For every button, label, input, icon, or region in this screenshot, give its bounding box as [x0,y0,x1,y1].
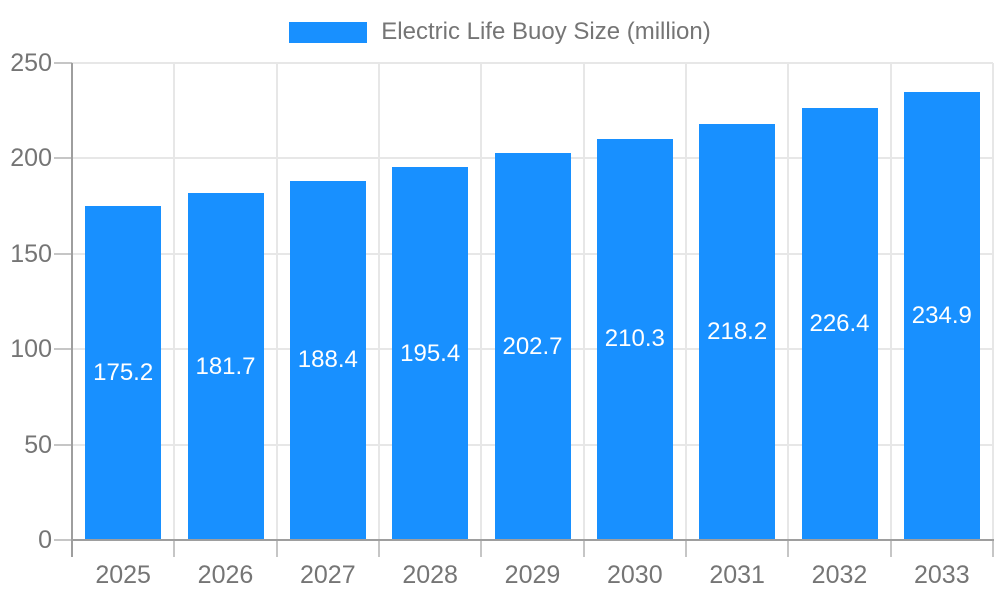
x-axis-tick [582,540,585,557]
x-axis-tick [378,540,380,557]
bar-value-label: 181.7 [195,352,256,380]
gridline-vertical [378,63,380,540]
x-axis-tick [992,540,994,557]
y-axis-tick-label: 200 [10,144,52,173]
y-axis-tick-label: 0 [38,526,52,554]
bar-value-label: 195.4 [400,339,461,367]
bar-value-label: 202.7 [502,332,563,360]
gridline-vertical [787,63,790,540]
x-axis-tick [480,540,483,557]
y-axis-tick [54,539,72,541]
x-axis-category-label: 2027 [300,561,356,589]
x-axis-category-label: 2032 [811,561,868,589]
x-axis-tick [787,540,790,557]
legend-item[interactable]: Electric Life Buoy Size (million) [289,18,711,46]
gridline-vertical [173,63,176,540]
x-axis-tick [173,540,176,557]
legend-color-swatch [289,21,368,43]
gridline-horizontal [72,62,993,64]
y-axis-line [71,63,73,557]
y-axis-tick [54,157,72,160]
legend: Electric Life Buoy Size (million) [0,18,1000,46]
x-axis-category-label: 2025 [95,561,151,589]
bar-2028[interactable] [392,167,469,540]
bar-2025[interactable] [85,205,162,540]
bar-2032[interactable] [801,108,878,540]
x-axis-category-label: 2033 [914,561,970,589]
x-axis-tick [275,540,278,557]
bar-value-label: 210.3 [604,325,665,353]
y-axis-tick [54,62,72,64]
bar-2029[interactable] [494,153,571,540]
y-axis-tick [54,443,72,446]
y-axis-tick-label: 250 [10,49,52,77]
bar-value-label: 175.2 [93,358,154,386]
bar-2027[interactable] [289,180,366,540]
x-axis-category-label: 2029 [504,561,561,589]
gridline-vertical [889,63,892,540]
gridline-vertical [992,63,994,540]
x-axis-tick [889,540,892,557]
bar-value-label: 234.9 [911,301,972,329]
gridline-vertical [685,63,687,540]
legend-label: Electric Life Buoy Size (million) [381,18,711,45]
bar-value-label: 226.4 [809,310,870,337]
y-axis-tick-label: 100 [10,335,52,364]
bar-2030[interactable] [596,138,673,540]
x-axis-line [71,539,994,541]
gridline-vertical [275,63,278,540]
bar-2031[interactable] [699,123,776,540]
bar-2033[interactable] [903,91,980,540]
y-axis-tick-label: 150 [10,239,52,268]
y-axis-tick [54,252,72,255]
x-axis-category-label: 2028 [402,561,458,589]
y-axis-tick [54,348,72,351]
y-axis-tick-label: 50 [24,430,52,459]
x-axis-category-label: 2031 [709,561,765,589]
x-axis-category-label: 2026 [197,561,254,589]
x-axis-tick [685,540,687,557]
bar-value-label: 218.2 [707,317,768,345]
x-axis-category-label: 2030 [607,561,663,589]
bar-value-label: 188.4 [297,346,358,374]
gridline-vertical [480,63,483,540]
bar-2026[interactable] [187,193,264,540]
gridline-vertical [582,63,585,540]
